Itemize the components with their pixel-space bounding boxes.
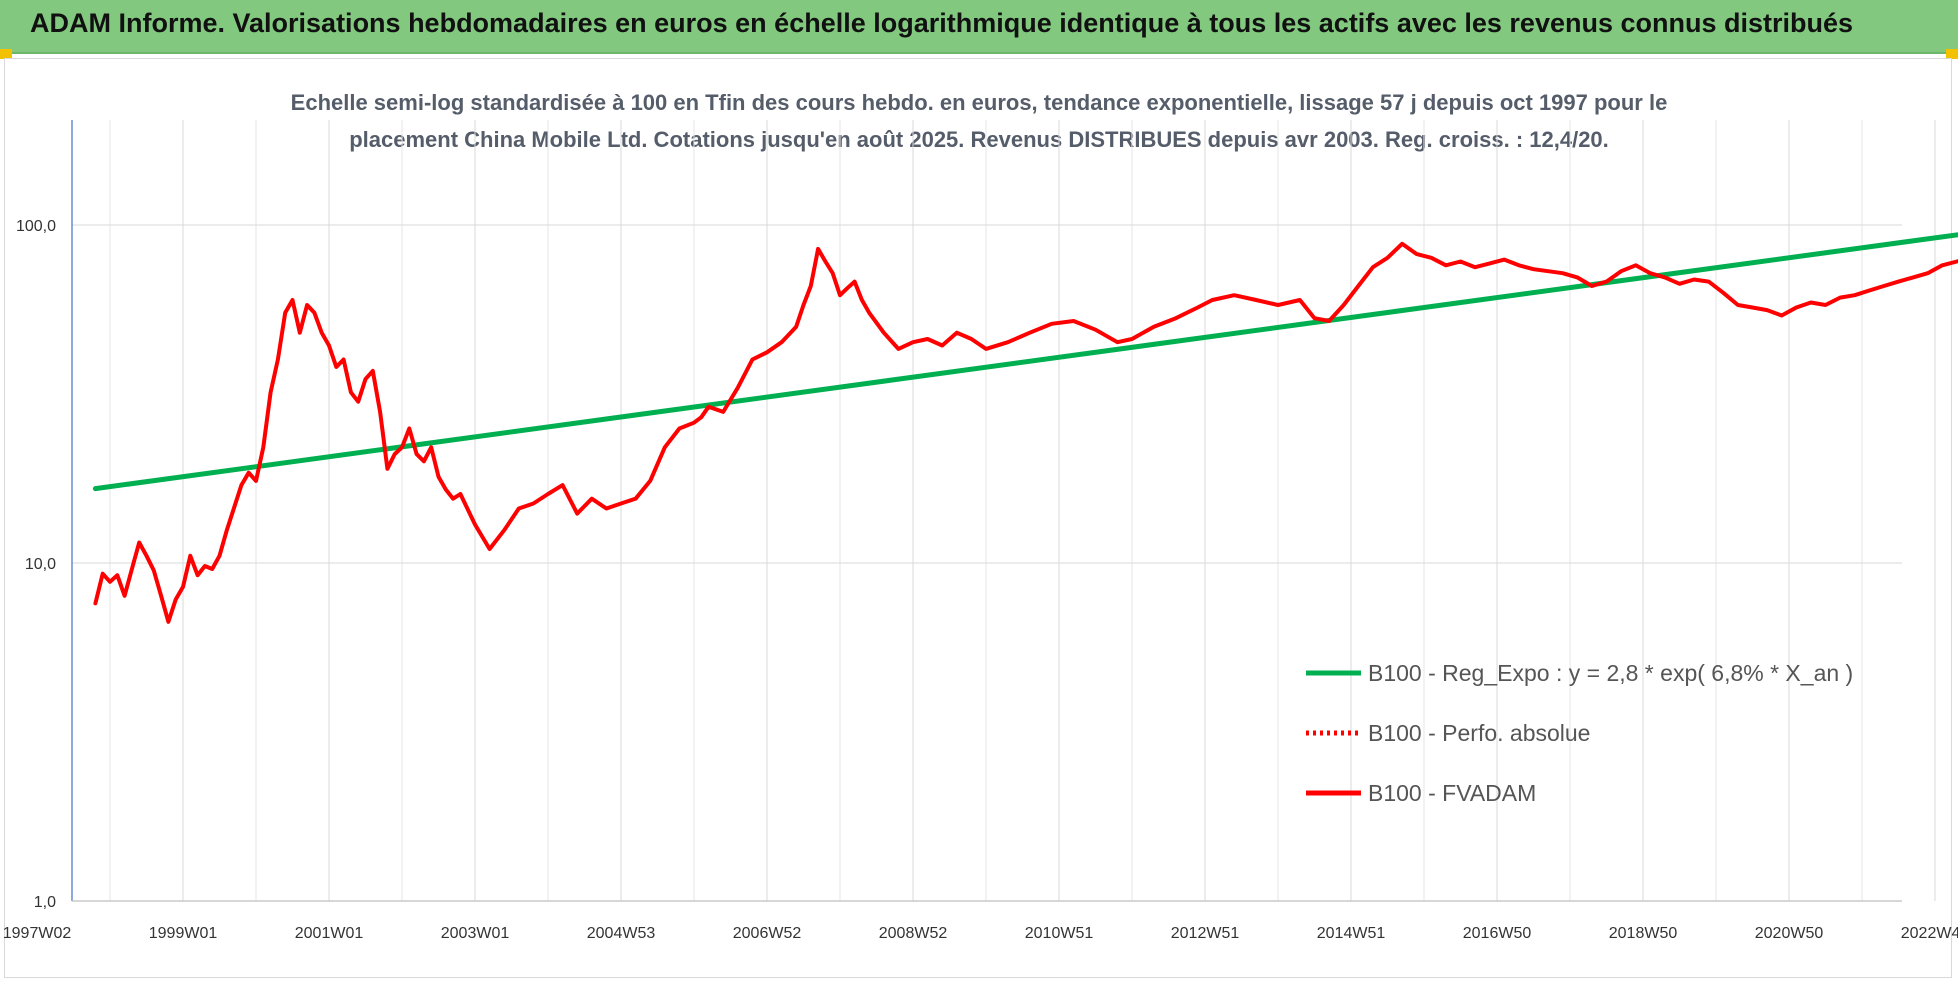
regression-line: [92, 232, 1958, 492]
x-tick-label: 2012W51: [1171, 925, 1240, 942]
corner-marker: [1946, 49, 1958, 59]
x-tick-label: 2003W01: [441, 925, 510, 942]
series-line-fvadam: [93, 241, 1958, 624]
x-tick-label: 1999W01: [149, 925, 218, 942]
x-tick-label: 2014W51: [1317, 925, 1386, 942]
y-tick-label: 100,0: [16, 218, 56, 235]
legend-label: B100 - Perfo. absolue: [1368, 720, 1590, 746]
report-title: ADAM Informe. Valorisations hebdomadaire…: [30, 8, 1854, 38]
x-tick-label: 1997W02: [3, 925, 72, 942]
report-banner: ADAM Informe. Valorisations hebdomadaire…: [0, 0, 1958, 54]
x-tick-label: 2022W49: [1901, 925, 1958, 942]
legend-label: B100 - Reg_Expo : y = 2,8 * exp( 6,8% * …: [1368, 660, 1853, 686]
legend-label: B100 - FVADAM: [1368, 780, 1536, 806]
chart-title-line-1: Echelle semi-log standardisée à 100 en T…: [290, 90, 1668, 115]
chart-frame: [4, 58, 1952, 978]
x-tick-label: 2008W52: [879, 925, 948, 942]
x-tick-label: 2001W01: [295, 925, 364, 942]
x-tick-label: 2004W53: [587, 925, 656, 942]
y-tick-label: 10,0: [25, 556, 56, 573]
y-tick-label: 1,0: [34, 894, 56, 911]
corner-marker: [0, 49, 12, 59]
x-tick-label: 2006W52: [733, 925, 802, 942]
x-tick-label: 2010W51: [1025, 925, 1094, 942]
chart-title: Echelle semi-log standardisée à 100 en T…: [0, 84, 1958, 158]
chart-title-line-2: placement China Mobile Ltd. Cotations ju…: [349, 127, 1609, 152]
x-tick-label: 2018W50: [1609, 925, 1678, 942]
x-tick-label: 2020W50: [1755, 925, 1824, 942]
x-tick-label: 2016W50: [1463, 925, 1532, 942]
